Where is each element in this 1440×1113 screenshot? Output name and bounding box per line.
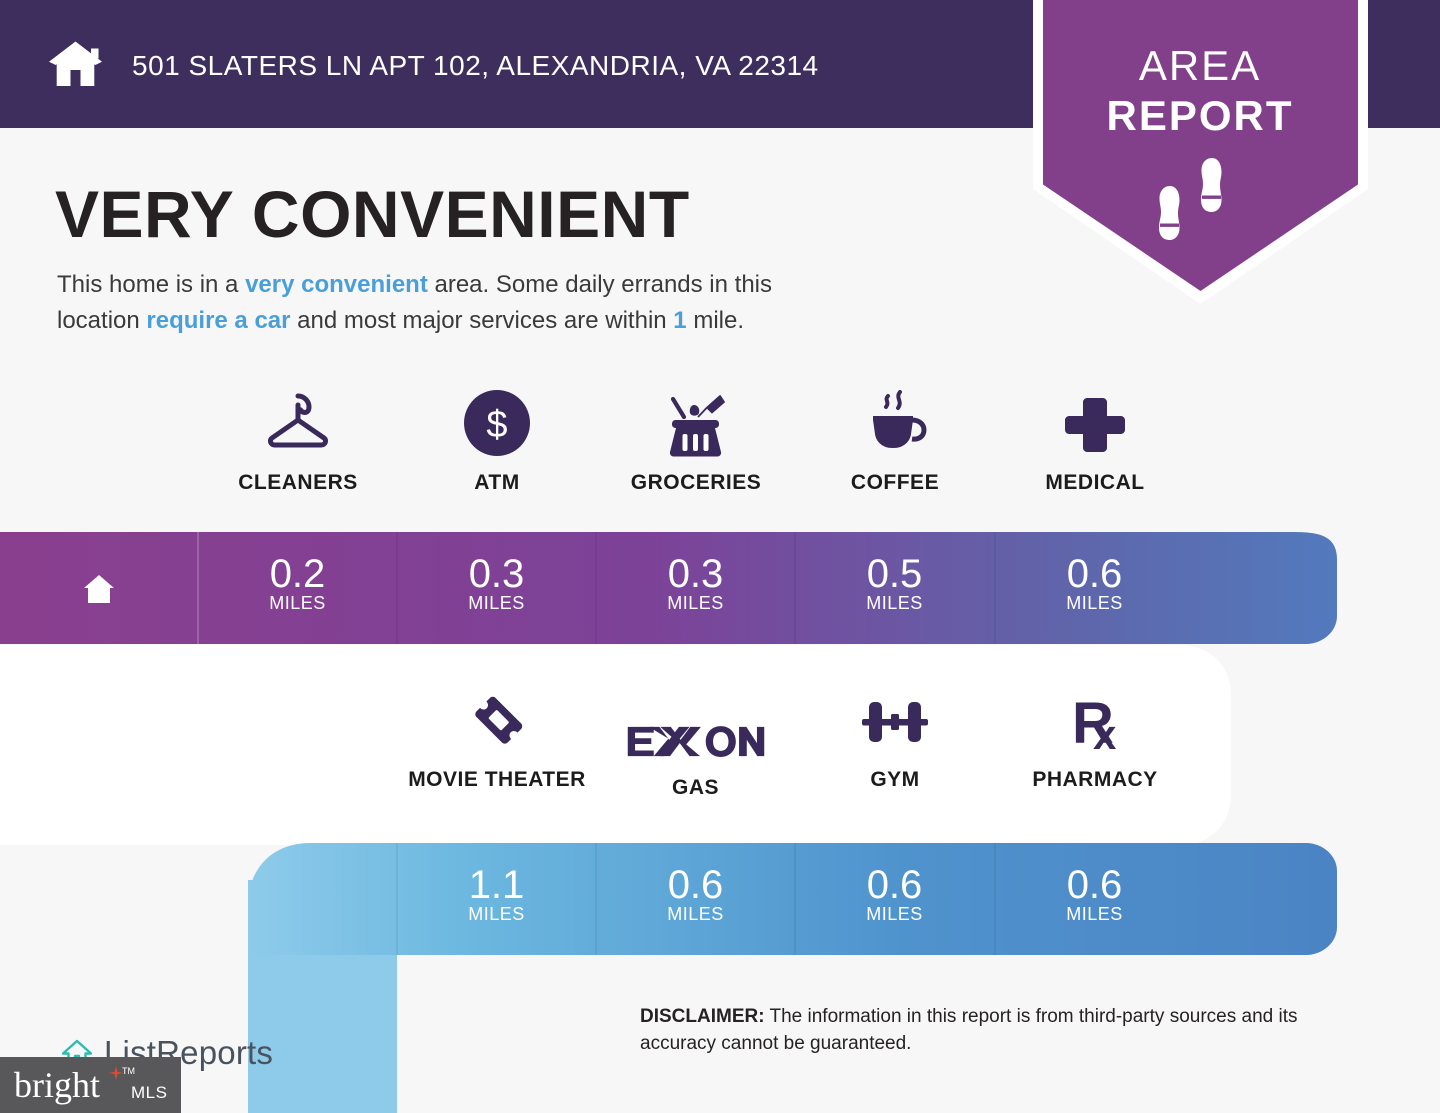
svg-text:x: x: [1093, 711, 1117, 757]
